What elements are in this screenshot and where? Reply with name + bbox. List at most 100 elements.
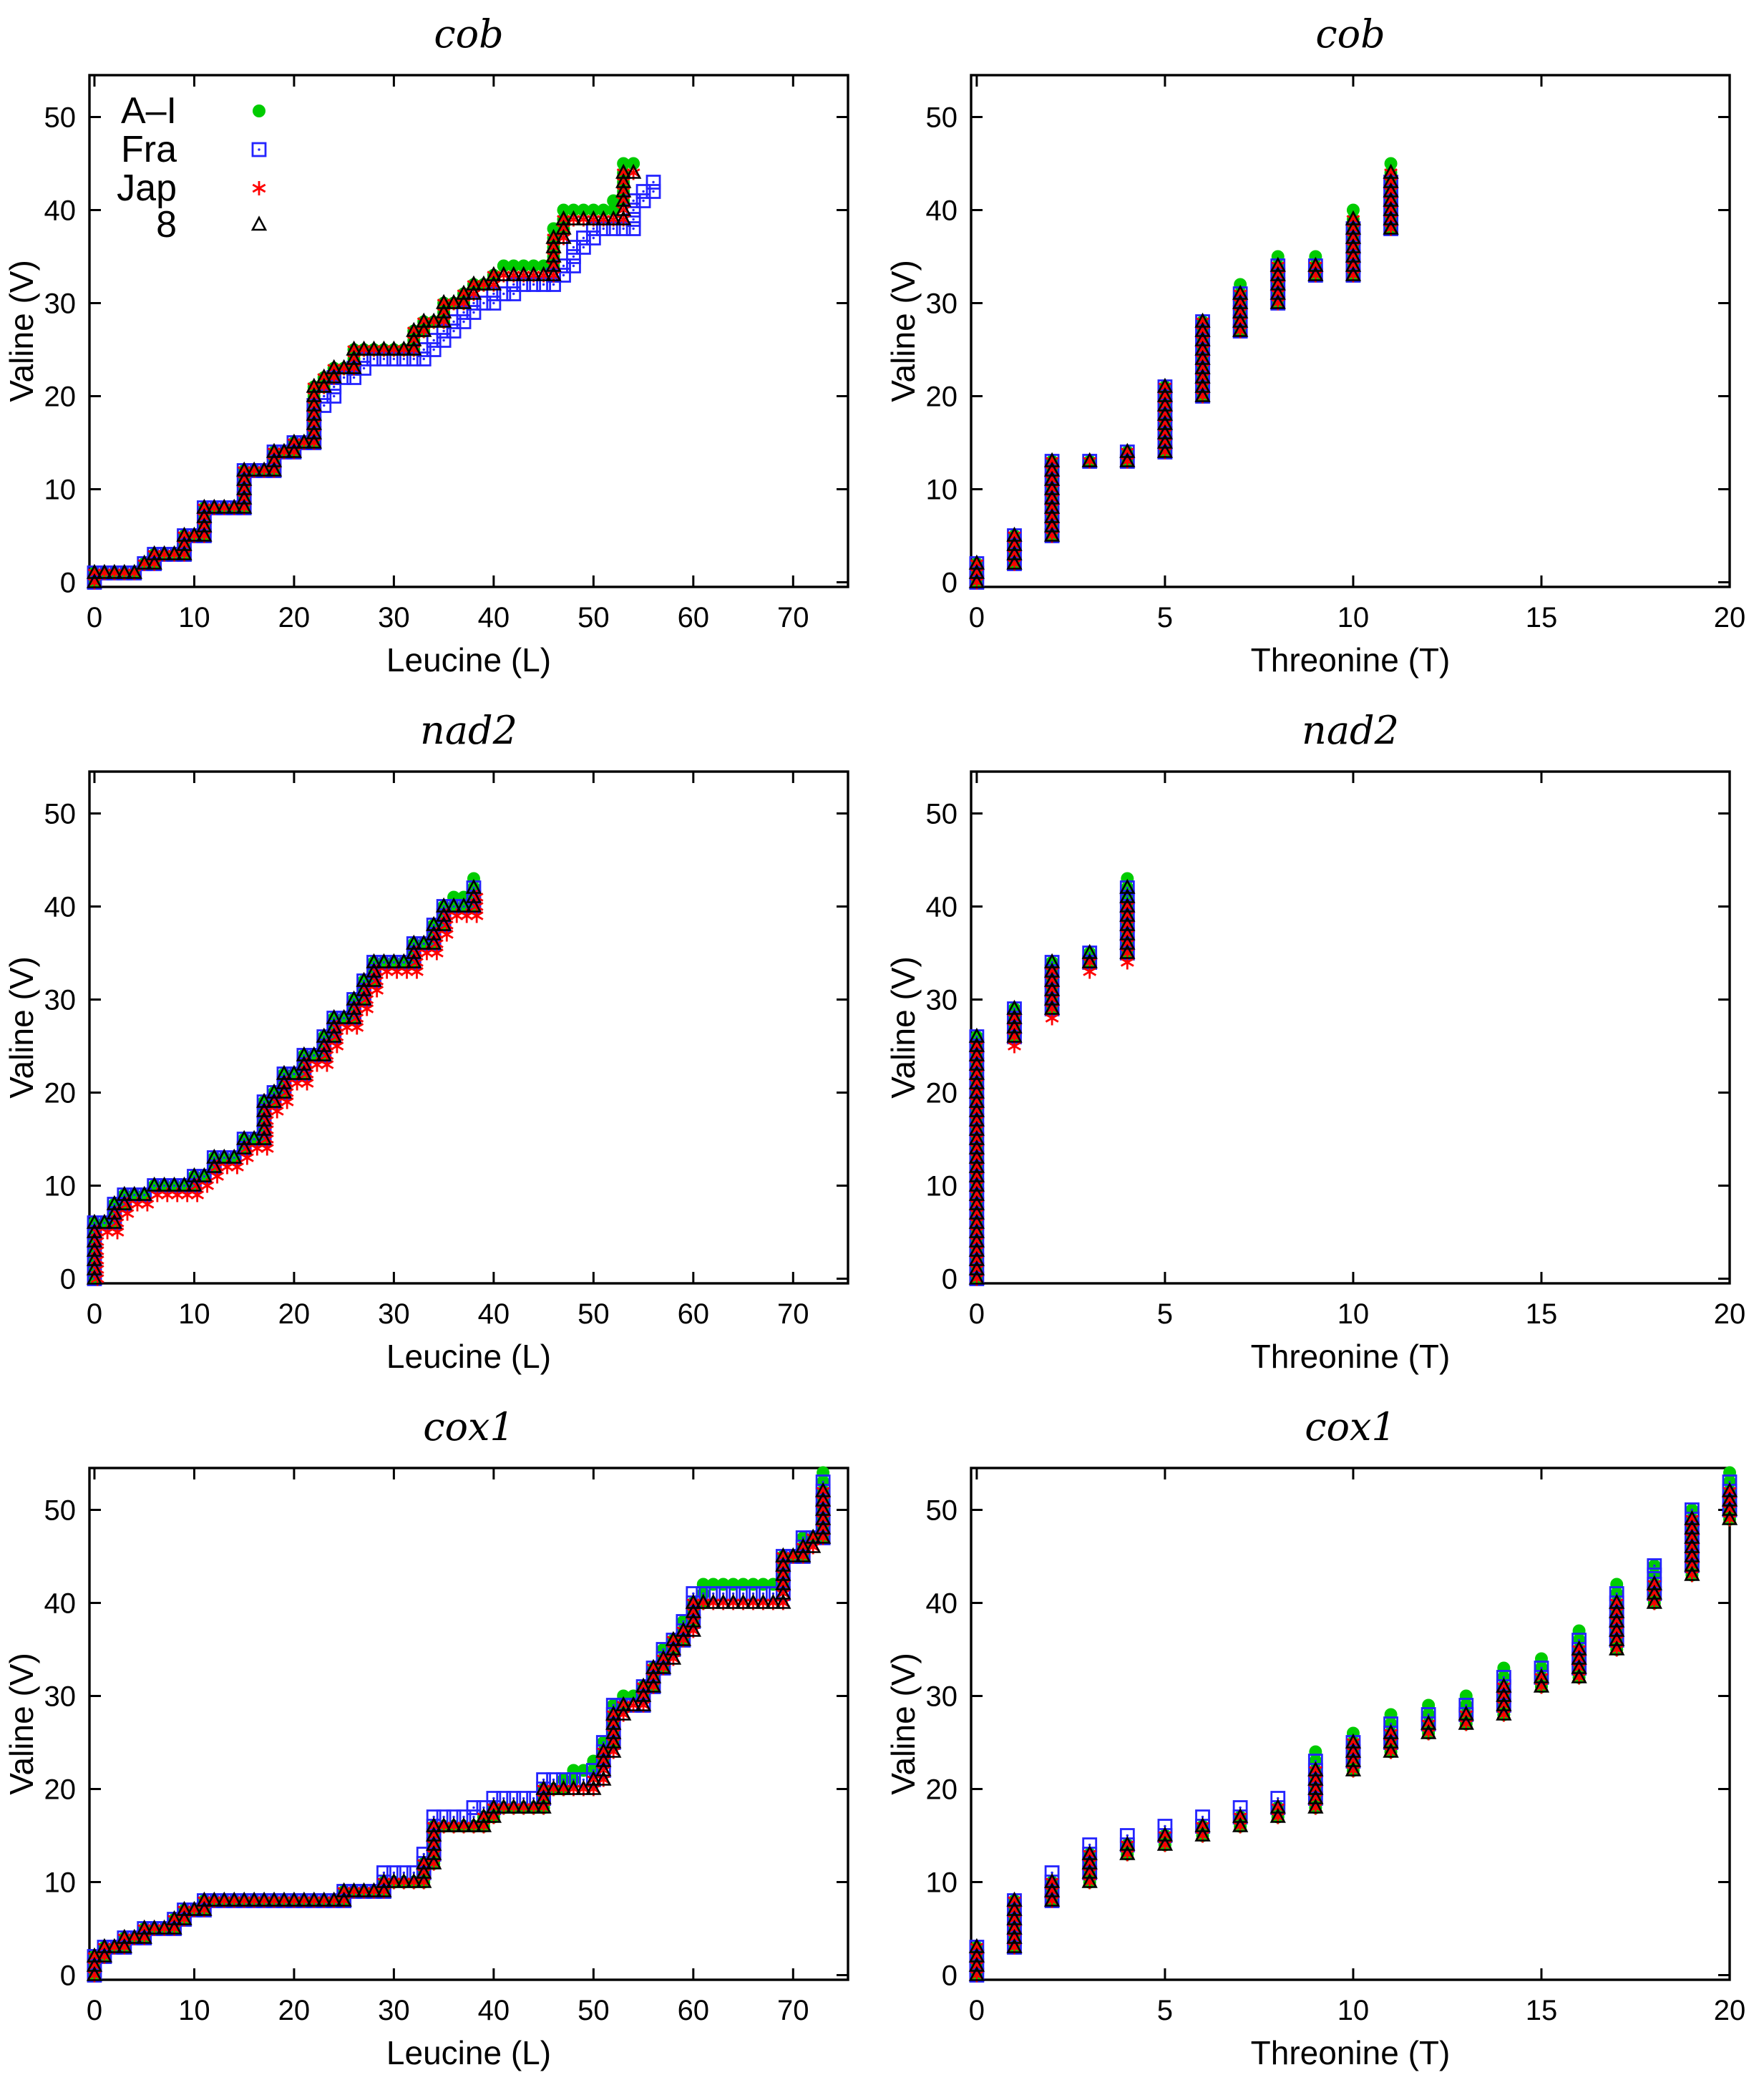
chart-title: nad2 (1302, 708, 1399, 753)
x-axis-label: Threonine (T) (1251, 641, 1451, 679)
y-tick-label: 20 (926, 1078, 958, 1109)
y-tick-label: 0 (60, 1960, 76, 1992)
y-tick-label: 40 (926, 195, 958, 227)
x-tick-label: 0 (969, 1995, 985, 2026)
y-axis-label: Valine (V) (3, 956, 40, 1099)
y-tick-label: 0 (942, 568, 957, 599)
y-axis-ticks: 0 10 20 30 40 50 (926, 1495, 1730, 1992)
x-axis-ticks: 0 10 20 30 40 50 60 70 (87, 1468, 809, 2026)
chart-title: cox1 (423, 1404, 515, 1449)
y-tick-label: 30 (926, 985, 958, 1016)
x-axis-ticks: 0 10 20 30 40 50 60 70 (87, 772, 809, 1330)
x-axis-label: Leucine (L) (386, 1338, 551, 1375)
x-tick-label: 10 (178, 1298, 210, 1330)
legend-marker-A-I (253, 104, 265, 117)
x-axis-label: Threonine (T) (1251, 1338, 1451, 1375)
plot-border (88, 74, 849, 588)
y-tick-label: 30 (926, 288, 958, 320)
y-axis-ticks: 0 10 20 30 40 50 (44, 799, 848, 1296)
y-tick-label: 50 (44, 1495, 77, 1527)
chart-cox1-leucine: cox1 0 10 20 30 40 50 60 70 0 10 20 30 40 50 Leucine (L… (3, 1404, 849, 2071)
plot-border (88, 1467, 849, 1981)
x-tick-label: 60 (678, 1995, 710, 2026)
x-tick-label: 70 (777, 602, 809, 633)
legend-label-Fra: Fra (121, 129, 177, 170)
y-tick-label: 50 (44, 102, 77, 134)
x-tick-label: 10 (1337, 1995, 1370, 2026)
x-tick-label: 20 (1714, 1995, 1746, 2026)
x-tick-label: 15 (1526, 1298, 1558, 1330)
x-tick-label: 60 (678, 602, 710, 633)
y-tick-label: 0 (60, 1264, 76, 1296)
y-tick-label: 20 (926, 1774, 958, 1806)
x-tick-label: 30 (378, 1298, 410, 1330)
x-tick-label: 40 (478, 1298, 510, 1330)
chart-title: nad2 (420, 708, 517, 753)
y-axis-ticks: 0 10 20 30 40 50 (926, 799, 1730, 1296)
y-tick-label: 40 (926, 892, 958, 923)
y-tick-label: 50 (926, 102, 958, 134)
y-tick-label: 50 (926, 1495, 958, 1527)
legend-marker-Jap (252, 181, 266, 195)
legend-label-8: 8 (156, 204, 177, 246)
series-markers-8 (968, 163, 1399, 588)
y-tick-label: 40 (44, 195, 77, 227)
x-tick-label: 0 (969, 1298, 985, 1330)
subplot-nad2-vs-leucine: nad2 0 10 20 30 40 50 60 70 0 10 20 30 40 50 Leucine (L… (0, 696, 882, 1393)
x-tick-label: 20 (1714, 602, 1746, 633)
x-axis-ticks: 0 10 20 30 40 50 60 70 (87, 75, 809, 633)
x-tick-label: 30 (378, 602, 410, 633)
y-tick-label: 20 (44, 381, 77, 413)
y-tick-label: 0 (60, 568, 76, 599)
chart-cob-leucine: cob 0 10 20 30 40 50 60 70 0 10 20 30 40 50 Leucine (L)… (3, 11, 849, 679)
y-tick-label: 50 (926, 799, 958, 830)
y-tick-label: 20 (44, 1774, 77, 1806)
x-axis-label: Leucine (L) (386, 641, 551, 679)
x-tick-label: 10 (178, 1995, 210, 2026)
plot-border (970, 1467, 1731, 1981)
subplot-cob-vs-leucine: cob 0 10 20 30 40 50 60 70 0 10 20 30 40 50 Leucine (L)… (0, 0, 882, 696)
y-axis-label: Valine (V) (885, 260, 922, 402)
x-tick-label: 10 (1337, 1298, 1370, 1330)
x-axis-label: Leucine (L) (386, 2034, 551, 2071)
chart-nad2-threonine: nad2 0 5 10 15 20 0 10 20 30 40 50 Threonine (T) Vali… (885, 708, 1745, 1375)
plot-border (88, 770, 849, 1285)
y-tick-label: 20 (44, 1078, 77, 1109)
y-axis-ticks: 0 10 20 30 40 50 (44, 1495, 848, 1992)
y-tick-label: 30 (44, 985, 77, 1016)
x-tick-label: 60 (678, 1298, 710, 1330)
y-tick-label: 20 (926, 381, 958, 413)
chart-nad2-leucine: nad2 0 10 20 30 40 50 60 70 0 10 20 30 40 50 Leucine (L… (3, 708, 849, 1375)
plot-border (970, 770, 1731, 1285)
subplot-nad2-vs-threonine: nad2 0 5 10 15 20 0 10 20 30 40 50 Threonine (T) Vali… (882, 696, 1764, 1393)
legend-marker-8 (250, 215, 268, 231)
x-tick-label: 20 (1714, 1298, 1746, 1330)
subplot-cox1-vs-threonine: cox1 0 5 10 15 20 0 10 20 30 40 50 Threonine (T) Vali… (882, 1393, 1764, 2090)
y-axis-ticks: 0 10 20 30 40 50 (44, 102, 848, 599)
series-markers-8 (86, 163, 642, 588)
series-markers-Fra (969, 175, 1398, 590)
y-tick-label: 10 (44, 475, 77, 506)
series-markers-8 (968, 1482, 1738, 1981)
legend-label-Jap: Jap (117, 167, 177, 209)
x-axis-ticks: 0 5 10 15 20 (969, 772, 1745, 1330)
y-tick-label: 40 (44, 1588, 77, 1620)
chart-cob-threonine: cob 0 5 10 15 20 0 10 20 30 40 50 Threonine (T) Valin… (885, 11, 1745, 679)
y-tick-label: 10 (44, 1867, 77, 1899)
legend-marker-Fra (251, 142, 267, 157)
chart-title: cox1 (1305, 1404, 1396, 1449)
x-axis-ticks: 0 5 10 15 20 (969, 75, 1745, 633)
x-tick-label: 40 (478, 1995, 510, 2026)
series-markers-8 (86, 878, 482, 1285)
y-tick-label: 10 (926, 1867, 958, 1899)
x-tick-label: 50 (578, 1298, 610, 1330)
series-markers-A-I (970, 1466, 1736, 1982)
x-tick-label: 5 (1157, 602, 1173, 633)
x-tick-label: 70 (777, 1298, 809, 1330)
x-tick-label: 0 (969, 602, 985, 633)
y-axis-label: Valine (V) (3, 260, 40, 402)
x-tick-label: 70 (777, 1995, 809, 2026)
y-tick-label: 10 (926, 475, 958, 506)
series-markers-Jap (970, 165, 1398, 590)
